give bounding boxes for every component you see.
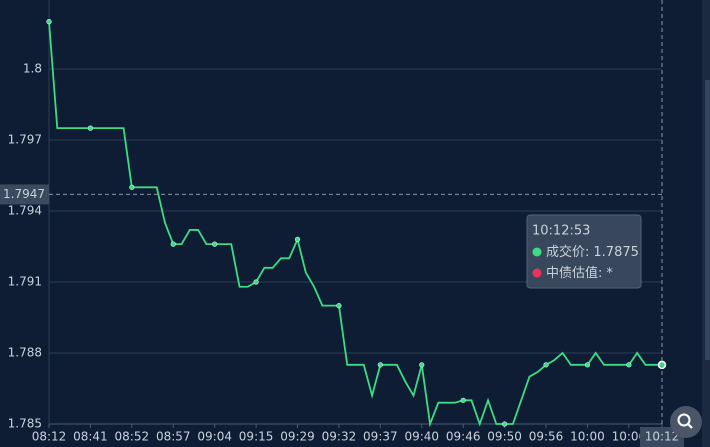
x-tick-label: 08:52 (115, 430, 150, 444)
y-tick-label: 1.788 (8, 345, 42, 359)
scrollbar-thumb[interactable] (705, 80, 710, 360)
x-tick-label: 09:46 (446, 430, 481, 444)
price-point (294, 236, 301, 242)
x-tick-label: 08:12 (32, 430, 67, 444)
x-tick-label: 10:00 (570, 430, 605, 444)
price-point (170, 241, 176, 247)
price-point (129, 184, 135, 190)
x-tick-label: 09:29 (280, 430, 315, 444)
x-tick-label: 08:57 (156, 430, 191, 444)
tooltip-item-name: 成交价: (546, 244, 589, 260)
price-point (419, 362, 425, 368)
price-point (502, 421, 508, 427)
price-point (336, 303, 342, 309)
tooltip: 10:12:53 成交价: 1.7875 中债估值: * (526, 214, 642, 289)
x-tick-label: 10:06 (612, 430, 647, 444)
price-point (543, 362, 549, 368)
x-tick-label: 09:40 (404, 430, 439, 444)
tooltip-item-value: 1.7875 (593, 245, 639, 260)
x-tick-label: 09:15 (239, 430, 274, 444)
x-tick-label: 09:56 (529, 430, 564, 444)
x-tick-label: 09:50 (487, 430, 522, 444)
x-tick-label: 09:04 (197, 430, 232, 444)
crosshair-x-box (640, 427, 684, 447)
price-point (626, 362, 632, 368)
tooltip-dot (532, 247, 542, 257)
x-tick-label: 09:32 (322, 430, 357, 444)
tooltip-dot (532, 268, 542, 278)
y-tick-label: 1.791 (8, 274, 42, 288)
price-point (377, 362, 383, 368)
price-point (46, 19, 52, 25)
tooltip-title: 10:12:53 (532, 224, 590, 239)
y-tick-label: 1.797 (8, 132, 42, 146)
tooltip-box (526, 214, 642, 289)
tooltip-item-value: * (606, 266, 613, 281)
y-tick-label: 1.785 (8, 417, 42, 431)
tooltip-item-name: 中债估值: (546, 265, 602, 281)
zoom-icon-handle (687, 423, 693, 429)
price-point (460, 397, 466, 403)
zoom-button-bg (670, 406, 702, 438)
price-point (253, 279, 259, 285)
crosshair-y-box (0, 184, 49, 205)
y-tick-label: 1.794 (8, 203, 42, 217)
zoom-button[interactable] (670, 406, 702, 438)
tooltip-item: 中债估值: * (546, 265, 613, 281)
crosshair-x-label: 10:12 (645, 430, 680, 444)
zoom-icon (677, 413, 691, 427)
x-tick-label: 09:37 (363, 430, 398, 444)
crosshair-y-label: 1.7947 (3, 187, 45, 201)
price-point (212, 241, 218, 247)
x-tick-label: 08:41 (73, 430, 108, 444)
y-tick-label: 1.8 (23, 61, 42, 75)
price-point (584, 362, 591, 368)
price-line (48, 21, 662, 428)
price-point (87, 125, 94, 131)
tooltip-item: 成交价: 1.7875 (546, 244, 639, 260)
